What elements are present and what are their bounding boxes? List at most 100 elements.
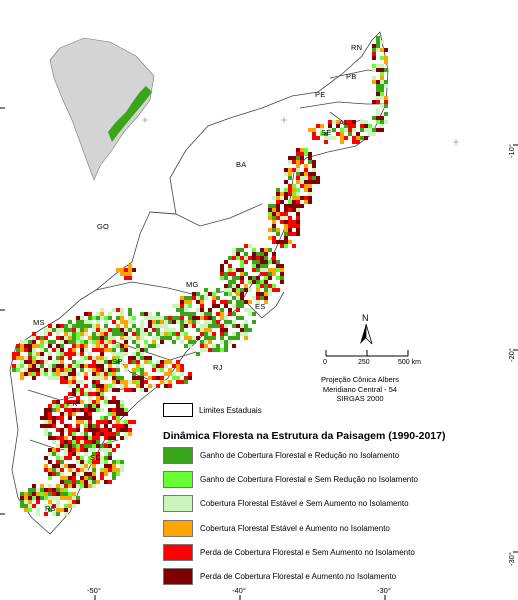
forest-cell <box>96 436 100 440</box>
forest-cell <box>156 320 160 324</box>
forest-cell <box>100 372 104 376</box>
forest-cell <box>184 324 188 328</box>
forest-cell <box>120 384 124 388</box>
forest-cell <box>64 480 68 484</box>
forest-cell <box>220 332 224 336</box>
forest-cell <box>56 444 60 448</box>
forest-cell <box>204 292 208 296</box>
forest-cell <box>60 432 64 436</box>
forest-cell <box>28 496 32 500</box>
forest-cell <box>124 424 128 428</box>
inset-south-america <box>49 37 155 181</box>
forest-cell <box>224 276 228 280</box>
forest-cell <box>156 360 160 364</box>
forest-cell <box>268 292 272 296</box>
forest-cell <box>88 480 92 484</box>
forest-cell <box>288 156 292 160</box>
forest-cell <box>292 156 296 160</box>
forest-cell <box>96 356 100 360</box>
forest-cell <box>196 292 200 296</box>
forest-cell <box>60 460 64 464</box>
forest-cell <box>280 196 284 200</box>
forest-cell <box>76 364 80 368</box>
forest-cell <box>44 332 48 336</box>
forest-cell <box>236 252 240 256</box>
forest-cell <box>92 456 96 460</box>
forest-cell <box>348 124 352 128</box>
forest-cell <box>272 208 276 212</box>
forest-cell <box>108 444 112 448</box>
forest-cell <box>104 344 108 348</box>
forest-cell <box>76 444 80 448</box>
forest-cell <box>204 328 208 332</box>
forest-cell <box>304 164 308 168</box>
forest-cell <box>64 400 68 404</box>
forest-cell <box>248 308 252 312</box>
forest-cell <box>12 368 16 372</box>
forest-cell <box>208 328 212 332</box>
forest-cell <box>300 196 304 200</box>
forest-cell <box>56 332 60 336</box>
forest-cell <box>348 128 352 132</box>
forest-cell <box>92 444 96 448</box>
legend-item-stable-increase: Cobertura Florestal Estável e Aumento no… <box>163 519 418 537</box>
forest-cell <box>368 124 372 128</box>
forest-cell <box>64 452 68 456</box>
forest-cell <box>136 340 140 344</box>
forest-cell <box>380 68 384 72</box>
forest-cell <box>120 360 124 364</box>
forest-cell <box>108 336 112 340</box>
forest-cell <box>116 372 120 376</box>
forest-cell <box>208 348 212 352</box>
forest-cell <box>236 300 240 304</box>
forest-cell <box>120 404 124 408</box>
forest-cell <box>372 128 376 132</box>
forest-cell <box>96 336 100 340</box>
forest-cell <box>96 396 100 400</box>
forest-cell <box>132 332 136 336</box>
forest-cell <box>48 452 52 456</box>
forest-cell <box>100 456 104 460</box>
forest-cell <box>160 376 164 380</box>
forest-cell <box>168 336 172 340</box>
forest-cell <box>72 444 76 448</box>
forest-cell <box>224 340 228 344</box>
forest-cell <box>292 188 296 192</box>
forest-cell <box>164 328 168 332</box>
forest-cell <box>256 288 260 292</box>
forest-cell <box>104 332 108 336</box>
forest-cell <box>36 368 40 372</box>
forest-cell <box>204 336 208 340</box>
forest-cell <box>300 176 304 180</box>
forest-cell <box>204 288 208 292</box>
forest-cell <box>76 392 80 396</box>
forest-cell <box>80 464 84 468</box>
forest-cell <box>164 384 168 388</box>
forest-cell <box>360 120 364 124</box>
forest-cell <box>264 284 268 288</box>
forest-cell <box>184 308 188 312</box>
forest-cell <box>164 324 168 328</box>
forest-cell <box>120 428 124 432</box>
forest-cell <box>276 232 280 236</box>
forest-cell <box>20 500 24 504</box>
forest-cell <box>52 408 56 412</box>
forest-cell <box>40 356 44 360</box>
forest-cell <box>232 256 236 260</box>
forest-cell <box>244 328 248 332</box>
forest-cell <box>72 440 76 444</box>
forest-cell <box>56 464 60 468</box>
forest-cell <box>76 456 80 460</box>
forest-cell <box>260 248 264 252</box>
forest-cell <box>80 348 84 352</box>
forest-cell <box>100 384 104 388</box>
forest-cell <box>88 352 92 356</box>
forest-cell <box>68 392 72 396</box>
forest-cell <box>292 208 296 212</box>
forest-cell <box>96 432 100 436</box>
forest-cell <box>44 456 48 460</box>
forest-cell <box>140 364 144 368</box>
forest-cell <box>104 348 108 352</box>
forest-cell <box>368 132 372 136</box>
